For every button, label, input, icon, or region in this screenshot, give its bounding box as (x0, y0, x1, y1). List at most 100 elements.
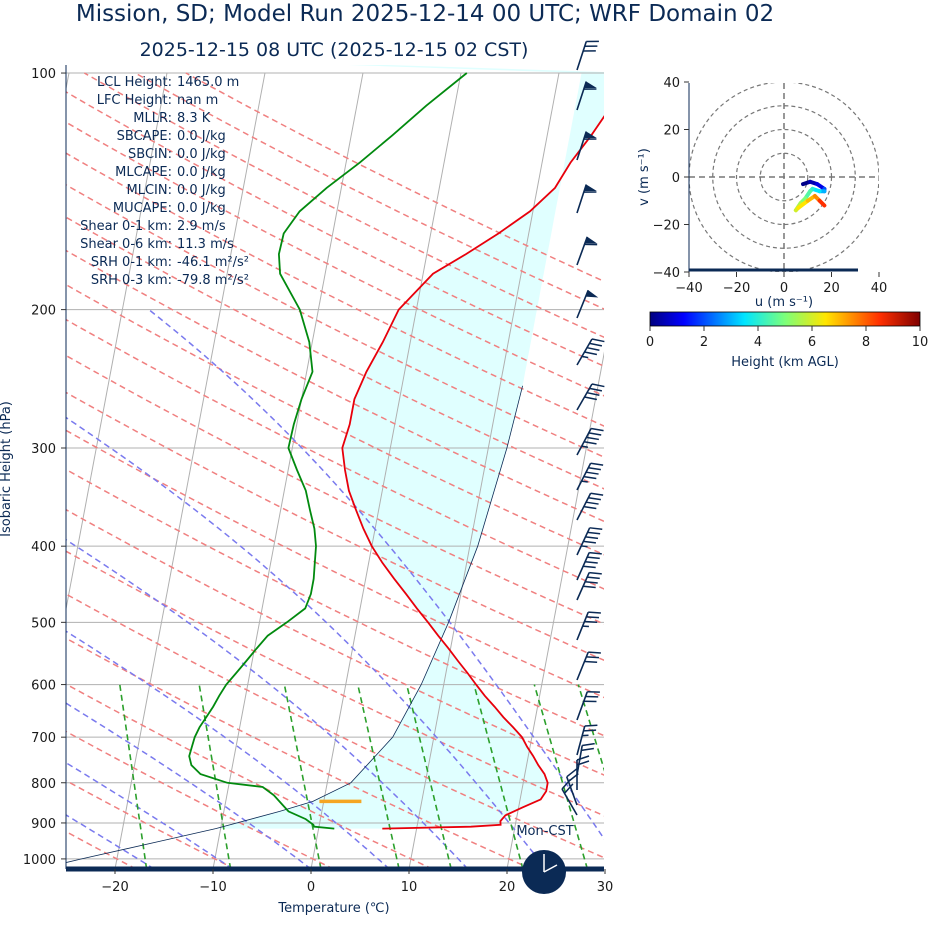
mixing-ratio-line (473, 684, 524, 869)
profiles (66, 72, 604, 863)
moist-adiabat (66, 814, 155, 869)
stat-label: SRH 0-1 km: (91, 255, 172, 270)
range-ring (712, 105, 856, 249)
dry-adiabat (66, 283, 604, 556)
wind-barb-full (589, 387, 603, 392)
wind-barb (576, 492, 604, 521)
wind-barb-full (576, 755, 590, 761)
wind-barb (576, 184, 597, 214)
y-axis-title: Isobaric Height (hPa) (0, 401, 14, 537)
dry-adiabat (66, 779, 236, 869)
wind-barb-full (587, 576, 600, 580)
wind-barb-full (585, 580, 598, 584)
wind-barb-full (583, 475, 597, 480)
stat-value: nan m (177, 93, 218, 108)
isotherm-line (605, 73, 755, 869)
stat-label: MUCAPE: (113, 201, 172, 216)
dry-adiabat (66, 593, 604, 859)
wind-barb-half (581, 445, 589, 448)
colorbar-ticks: 0 2 4 6 8 10 Height (km AGL) (646, 326, 928, 370)
wind-barb-full (583, 88, 597, 90)
mixing-ratio-line (283, 684, 322, 869)
stat-label: MLLR: (133, 111, 172, 126)
y-tick-label: 700 (31, 731, 56, 746)
wind-barb-full (583, 700, 597, 703)
colorbar-label: Height (km AGL) (731, 355, 839, 370)
hodo-y-tick-label: −40 (653, 266, 680, 281)
figure-title: Mission, SD; Model Run 2025-12-14 00 UTC… (76, 1, 774, 27)
cin-area (215, 65, 604, 829)
wind-barb-full (581, 747, 594, 752)
stat-value: 8.3 K (177, 111, 211, 126)
wind-barb-full (585, 560, 598, 564)
hodo-y-tick-label: 0 (672, 171, 680, 186)
wind-barb (576, 462, 604, 491)
wind-barb-half (582, 625, 589, 628)
stat-label: LCL Height: (97, 75, 172, 90)
y-tick-label: 100 (31, 67, 56, 82)
dry-adiabat (66, 550, 604, 817)
x-tick-label: −20 (101, 880, 128, 895)
colorbar-tick-label: 0 (646, 335, 654, 350)
wind-barb (576, 724, 598, 756)
wind-barb (561, 779, 578, 816)
mixing-ratio-lines (119, 684, 672, 869)
mixing-ratio-line (577, 684, 604, 772)
wind-barb (576, 571, 602, 601)
wind-barb-full (586, 616, 600, 619)
colorbar-tick-label: 6 (808, 335, 816, 350)
mixing-ratio-line (613, 685, 672, 869)
isotherm-line (66, 72, 168, 612)
wind-barb-staff (576, 81, 588, 111)
wind-barb-flag (584, 236, 598, 244)
x-tick-label: 20 (499, 880, 516, 895)
wind-barb-staff (576, 184, 588, 214)
hodo-x-tick-label: 20 (823, 281, 840, 296)
dry-adiabat (66, 216, 604, 490)
wind-barb (576, 236, 598, 266)
wind-barb-staff (561, 788, 578, 816)
wind-barb-half (581, 355, 589, 359)
wind-barb (576, 81, 597, 111)
wind-barb-full (585, 536, 599, 540)
colorbar-tick-label: 10 (912, 335, 928, 350)
wind-barb-full (584, 396, 598, 401)
clock-hour-hand (543, 864, 558, 873)
stat-value: 1465.0 m (177, 75, 239, 90)
colorbar (649, 311, 921, 327)
hodograph: −40−40 −20 −20 0 0 20 20 40 40 u (m s⁻¹) v (m s⁻¹) (637, 76, 887, 310)
stat-label: SRH 0-3 km: (91, 273, 172, 288)
wind-barb (576, 40, 599, 71)
wind-barb-full (576, 760, 590, 766)
wind-barb-full (561, 779, 571, 790)
wind-barb-full (586, 346, 600, 351)
stat-label: MLCIN: (127, 183, 172, 198)
wind-barb-staff (576, 725, 586, 756)
parcel-profile-line (66, 385, 523, 863)
hodograph-segment (817, 198, 827, 208)
hodo-y-tick-label: −20 (653, 219, 680, 234)
wind-barb-full (588, 611, 601, 614)
wind-barb (576, 338, 605, 366)
wind-barb-half (582, 734, 589, 737)
dry-adiabat (66, 468, 604, 737)
wind-barb-full (589, 527, 603, 531)
wind-barb-full (583, 138, 597, 140)
hodo-y-tick-label: 40 (663, 76, 680, 91)
dry-adiabat (66, 152, 604, 427)
hodo-y-axis-title: v (m s⁻¹) (637, 148, 652, 206)
y-tick-label: 1000 (23, 853, 56, 868)
wind-barb-full (590, 462, 604, 466)
wind-barb-flag (584, 131, 597, 139)
sounding-stats: LCL Height: 1465.0 m LFC Height: nan m MLLR:… (80, 75, 249, 288)
wind-barb-staff (576, 236, 589, 266)
wind-barb-full (590, 427, 604, 432)
range-ring (759, 152, 809, 202)
wind-barb-full (586, 391, 600, 396)
moist-adiabats (66, 309, 604, 869)
dewpoint-profile-line (188, 72, 468, 830)
wind-barb-full (590, 492, 604, 496)
wind-barb (576, 527, 603, 556)
moist-adiabat (66, 630, 390, 869)
